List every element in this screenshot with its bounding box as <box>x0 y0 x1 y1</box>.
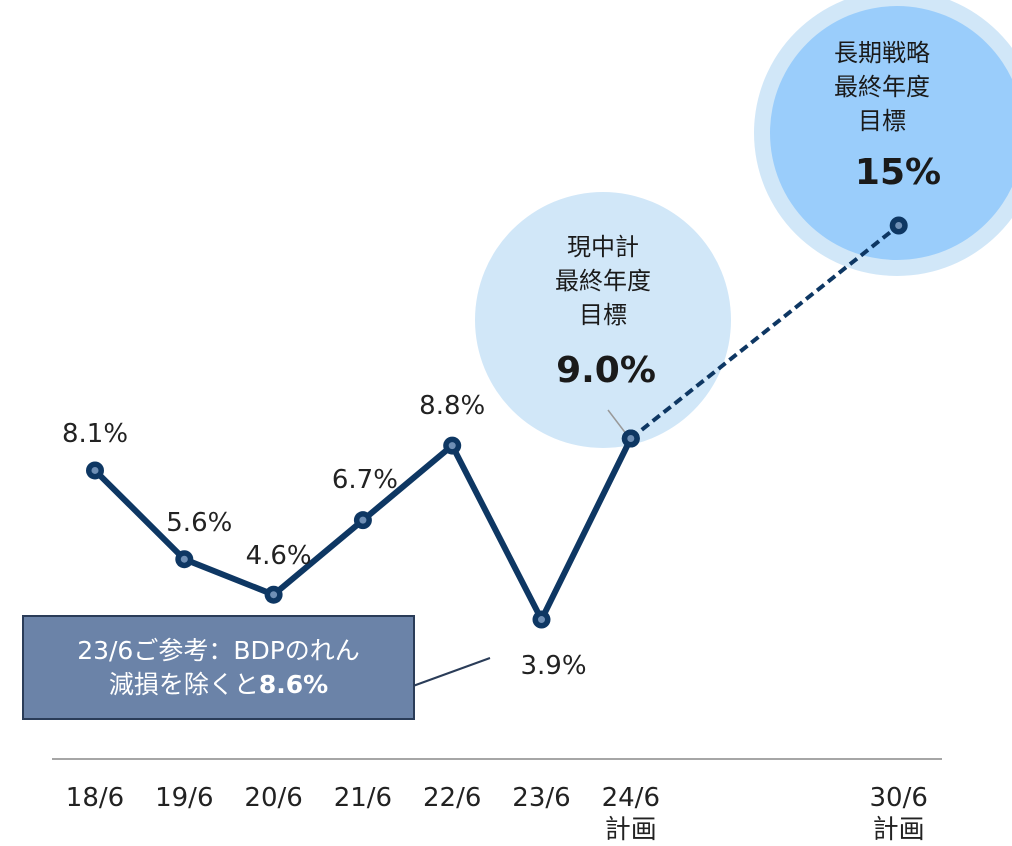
x-tick-label: 18/6 <box>65 783 125 813</box>
marker-center <box>895 222 903 229</box>
value-label: 4.6% <box>245 540 312 571</box>
x-tick-label: 22/6 <box>422 783 482 813</box>
value-label: 8.8% <box>419 390 486 421</box>
leader-line <box>412 657 491 687</box>
callout: 23/6ご参考：BDPのれん 減損を除くと8.6% <box>22 615 415 720</box>
annotation: 現中計 最終年度 目標 <box>555 233 651 329</box>
value-label: 15% <box>854 152 942 193</box>
marker-center <box>270 591 278 599</box>
x-tick-label: 21/6 <box>333 783 393 813</box>
value-label: 8.1% <box>61 419 129 450</box>
annotation-highlight: 8.6% <box>258 669 329 699</box>
target-bubble <box>475 192 731 448</box>
x-tick-label: 30/6 計画 <box>869 783 928 845</box>
value-label: 9.0% <box>556 350 656 391</box>
marker-center <box>448 442 456 450</box>
value-label: 6.7% <box>331 465 398 496</box>
x-tick-label: 23/6 <box>512 783 571 813</box>
x-tick-label: 20/6 <box>244 783 303 813</box>
data-line <box>629 223 900 441</box>
marker-center <box>91 466 99 474</box>
target-bubble <box>770 6 1012 260</box>
marker-center <box>359 516 367 524</box>
marker-center <box>180 555 188 563</box>
marker-center <box>627 435 635 442</box>
marker-center <box>538 616 545 624</box>
annotation: 23/6ご参考：BDPのれん 減損を除くと <box>77 635 360 699</box>
value-label: 3.9% <box>520 650 587 681</box>
leader-line <box>607 409 628 436</box>
value-label: 5.6% <box>166 508 233 539</box>
x-tick-label: 19/6 <box>155 783 214 813</box>
annotation: 長期戦略 最終年度 目標 <box>834 39 930 135</box>
x-tick-label: 24/6 計画 <box>601 783 660 845</box>
